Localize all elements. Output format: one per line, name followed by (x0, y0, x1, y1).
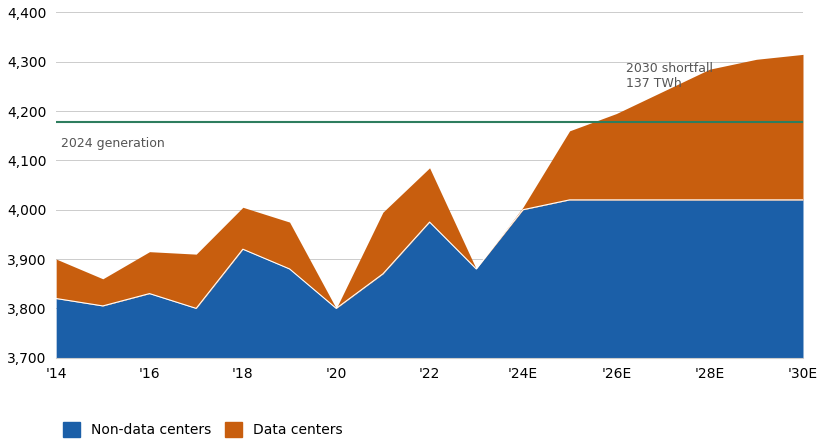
Text: 2030 shortfall
137 TWh: 2030 shortfall 137 TWh (625, 62, 713, 90)
Legend: Non-data centers, Data centers: Non-data centers, Data centers (63, 422, 342, 437)
Text: 2024 generation: 2024 generation (61, 137, 164, 150)
